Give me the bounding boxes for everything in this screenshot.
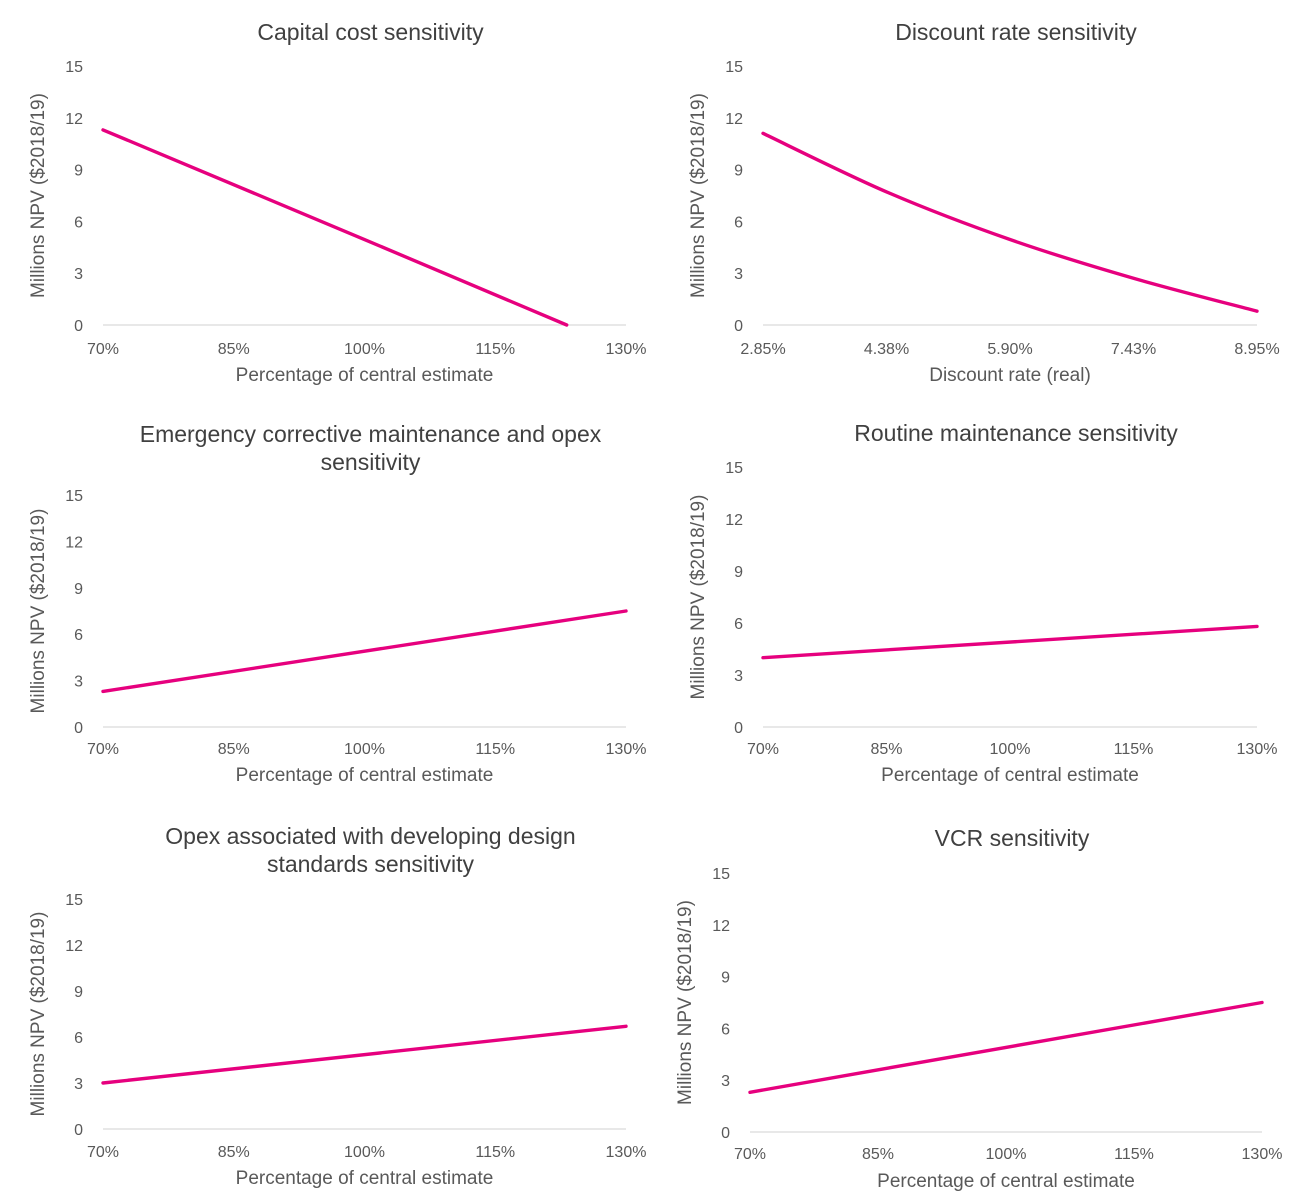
chart-title-line: Capital cost sensitivity	[257, 19, 484, 45]
y-tick-label: 12	[725, 111, 743, 128]
y-axis-label: Millions NPV ($2018/19)	[28, 912, 49, 1117]
y-tick-label: 3	[721, 1073, 730, 1090]
npv-series-line	[101, 128, 569, 327]
x-axis-label: Discount rate (real)	[929, 365, 1091, 386]
y-tick-label: 6	[74, 1030, 83, 1047]
x-tick-label: 100%	[344, 741, 385, 758]
x-tick-label: 70%	[87, 741, 119, 758]
chart-vcr-sensitivity: VCR sensitivity 0 3 6 9 12 15 70% 85% 100% 115% 130…	[675, 825, 1283, 1192]
x-tick-label: 85%	[218, 741, 250, 758]
x-tick-label: 115%	[1114, 741, 1154, 758]
y-tick-label: 0	[734, 720, 743, 737]
x-tick-label: 130%	[606, 1144, 647, 1161]
npv-series-line	[761, 624, 1259, 660]
y-tick-label: 3	[74, 1076, 83, 1093]
x-tick-label: 70%	[87, 341, 119, 358]
x-tick-label: 85%	[218, 341, 250, 358]
y-axis-label: Millions NPV ($2018/19)	[28, 509, 49, 714]
y-tick-label: 12	[65, 938, 83, 955]
x-axis-label: Percentage of central estimate	[877, 1171, 1135, 1192]
x-tick-label: 100%	[990, 741, 1031, 758]
x-axis-label: Percentage of central estimate	[236, 1168, 494, 1189]
x-tick-label: 85%	[862, 1146, 894, 1163]
y-tick-label: 0	[74, 1122, 83, 1139]
y-tick-label: 9	[74, 984, 83, 1001]
x-axis-label: Percentage of central estimate	[236, 365, 494, 386]
x-tick-label: 70%	[747, 741, 779, 758]
y-tick-label: 12	[65, 534, 83, 551]
npv-series-line	[761, 131, 1259, 313]
chart-capital-cost-sensitivity: Capital cost sensitivity 0 3 6 9 12 15 70% 85% 10…	[28, 19, 647, 386]
y-tick-label: 9	[734, 163, 743, 180]
chart-title-line: sensitivity	[321, 449, 421, 475]
y-tick-label: 15	[712, 866, 730, 883]
y-tick-label: 6	[74, 214, 83, 231]
chart-title-line: Emergency corrective maintenance and ope…	[140, 421, 602, 447]
y-tick-label: 3	[74, 266, 83, 283]
chart-title-line: Opex associated with developing design	[165, 823, 575, 849]
y-tick-label: 0	[74, 318, 83, 335]
x-tick-label: 130%	[1237, 741, 1278, 758]
x-tick-label: 70%	[734, 1146, 766, 1163]
y-tick-label: 15	[725, 59, 743, 76]
x-tick-label: 115%	[475, 741, 515, 758]
x-tick-label: 100%	[344, 341, 385, 358]
y-tick-label: 12	[65, 111, 83, 128]
chart-title-line: standards sensitivity	[267, 851, 475, 877]
x-tick-label: 115%	[1114, 1146, 1154, 1163]
x-tick-label: 2.85%	[740, 341, 785, 358]
x-tick-label: 5.90%	[987, 341, 1032, 358]
y-tick-label: 3	[74, 674, 83, 691]
x-tick-label: 100%	[986, 1146, 1027, 1163]
x-tick-label: 85%	[218, 1144, 250, 1161]
chart-title-line: Routine maintenance sensitivity	[854, 420, 1178, 446]
y-tick-label: 3	[734, 266, 743, 283]
y-tick-label: 0	[74, 720, 83, 737]
y-tick-label: 12	[712, 918, 730, 935]
chart-title-line: Discount rate sensitivity	[895, 19, 1137, 45]
y-axis-label: Millions NPV ($2018/19)	[675, 900, 696, 1105]
x-axis-label: Percentage of central estimate	[236, 765, 494, 786]
x-tick-label: 130%	[1242, 1146, 1283, 1163]
x-tick-label: 7.43%	[1111, 341, 1156, 358]
chart-opex-design-standards-sensitivity: Opex associated with developing designst…	[28, 823, 647, 1189]
x-tick-label: 115%	[475, 1144, 515, 1161]
chart-title-line: VCR sensitivity	[935, 825, 1090, 851]
y-tick-label: 6	[734, 214, 743, 231]
x-tick-label: 8.95%	[1234, 341, 1279, 358]
y-axis-label: Millions NPV ($2018/19)	[28, 93, 49, 298]
npv-series-line	[101, 1024, 628, 1085]
x-tick-label: 85%	[870, 741, 902, 758]
y-tick-label: 15	[725, 460, 743, 477]
npv-series-line	[101, 609, 628, 694]
y-axis-label: Millions NPV ($2018/19)	[688, 495, 709, 700]
y-tick-label: 9	[734, 564, 743, 581]
chart-emergency-corrective-maintenance-sensitivity: Emergency corrective maintenance and ope…	[28, 421, 647, 786]
x-tick-label: 130%	[606, 341, 647, 358]
y-tick-label: 6	[734, 616, 743, 633]
y-tick-label: 12	[725, 512, 743, 529]
y-tick-label: 0	[734, 318, 743, 335]
y-tick-label: 3	[734, 668, 743, 685]
y-tick-label: 15	[65, 892, 83, 909]
npv-series-line	[748, 1000, 1264, 1094]
y-tick-label: 9	[74, 163, 83, 180]
y-tick-label: 15	[65, 488, 83, 505]
x-tick-label: 4.38%	[864, 341, 909, 358]
x-tick-label: 115%	[475, 341, 515, 358]
x-tick-label: 130%	[606, 741, 647, 758]
y-axis-label: Millions NPV ($2018/19)	[688, 93, 709, 298]
x-axis-label: Percentage of central estimate	[881, 765, 1139, 786]
y-tick-label: 9	[74, 581, 83, 598]
chart-discount-rate-sensitivity: Discount rate sensitivity 0 3 6 9 12 15 2.85% 4.…	[688, 19, 1280, 386]
x-tick-label: 70%	[87, 1144, 119, 1161]
y-tick-label: 15	[65, 59, 83, 76]
y-tick-label: 0	[721, 1125, 730, 1142]
y-tick-label: 6	[74, 627, 83, 644]
y-tick-label: 6	[721, 1021, 730, 1038]
chart-routine-maintenance-sensitivity: Routine maintenance sensitivity 0 3 6 9 12 15 7…	[688, 420, 1278, 786]
y-tick-label: 9	[721, 970, 730, 987]
x-tick-label: 100%	[344, 1144, 385, 1161]
